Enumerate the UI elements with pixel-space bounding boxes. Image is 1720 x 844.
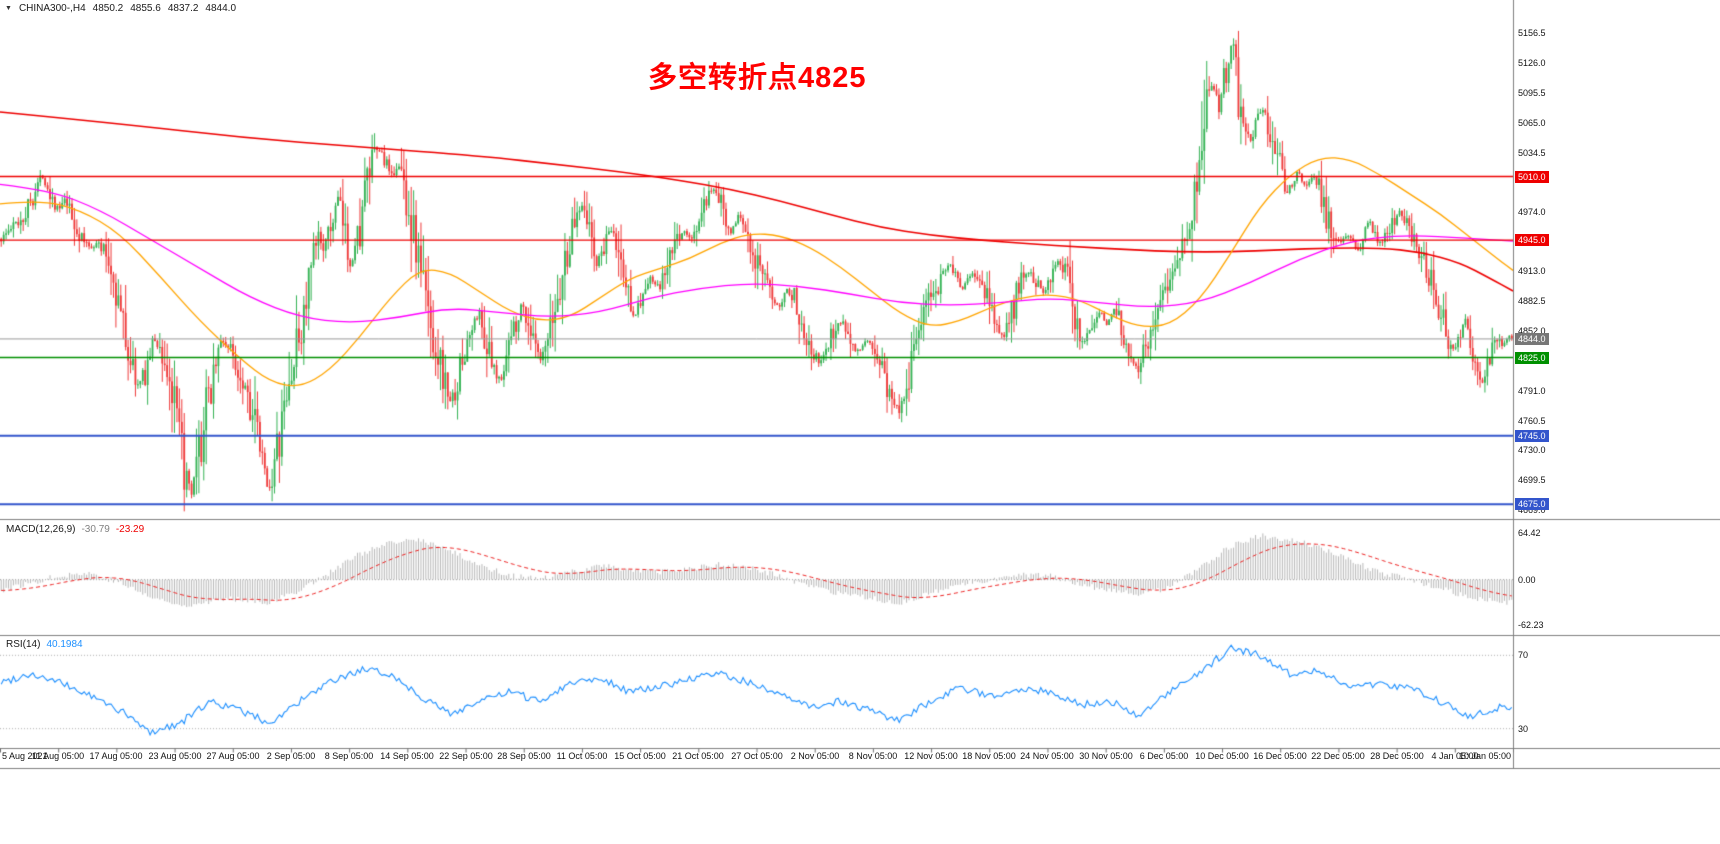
price-axis-tick: 4791.0 bbox=[1518, 385, 1546, 396]
ohlc-close-value: 4844.0 bbox=[205, 3, 237, 14]
time-axis-label: 23 Aug 05:00 bbox=[148, 751, 202, 761]
rsi-value: 40.1984 bbox=[46, 639, 83, 650]
macd-axis-tick: 0.00 bbox=[1518, 574, 1536, 585]
macd-signal-value: -23.29 bbox=[115, 524, 145, 535]
price-axis-tick: 5126.0 bbox=[1518, 58, 1546, 68]
time-axis-label: 10 Dec 05:00 bbox=[1195, 751, 1249, 761]
time-axis-label: 11 Aug 05:00 bbox=[31, 751, 85, 761]
time-axis-label: 28 Dec 05:00 bbox=[1370, 751, 1424, 761]
time-axis-label: 14 Sep 05:00 bbox=[380, 751, 434, 761]
time-axis-label: 28 Sep 05:00 bbox=[497, 751, 551, 761]
price-axis-tick: 4730.0 bbox=[1518, 445, 1546, 456]
time-axis-label: 11 Oct 05:00 bbox=[556, 751, 608, 761]
time-axis-label: 30 Nov 05:00 bbox=[1079, 751, 1133, 761]
time-axis-label: 17 Aug 05:00 bbox=[89, 751, 143, 761]
chart-annotation-text[interactable]: 多空转折点4825 bbox=[648, 62, 867, 94]
time-axis-label: 27 Aug 05:00 bbox=[206, 751, 260, 761]
price-axis-tick: 4760.5 bbox=[1518, 415, 1546, 426]
macd-title: MACD(12,26,9) bbox=[6, 524, 76, 535]
macd-axis-tick: -62.23 bbox=[1518, 619, 1544, 630]
time-axis-label: 22 Dec 05:00 bbox=[1311, 751, 1365, 761]
macd-indicator-label: MACD(12,26,9) -30.79 -23.29 bbox=[6, 524, 144, 535]
price-axis-tick: 4699.5 bbox=[1518, 475, 1546, 486]
symbol-period-label: CHINA300-,H4 bbox=[18, 3, 86, 14]
time-axis-label: 27 Oct 05:00 bbox=[731, 751, 783, 761]
price-axis-tick: 4852.0 bbox=[1518, 326, 1546, 337]
time-axis-label: 15 Oct 05:00 bbox=[614, 751, 666, 761]
symbol-dropdown-icon[interactable]: ▼ bbox=[5, 4, 12, 12]
price-level-badge: 4844.0 bbox=[1515, 332, 1549, 345]
time-axis-label: 22 Sep 05:00 bbox=[439, 751, 493, 761]
time-axis-label: 8 Sep 05:00 bbox=[324, 751, 374, 761]
ohlc-low-value: 4837.2 bbox=[167, 3, 199, 14]
time-axis-label: 21 Oct 05:00 bbox=[672, 751, 724, 761]
time-axis-label: 6 Dec 05:00 bbox=[1139, 751, 1189, 761]
chart-header: ▼ CHINA300-,H4 4850.2 4855.6 4837.2 4844… bbox=[5, 3, 236, 14]
time-axis-label: 2 Sep 05:00 bbox=[266, 751, 316, 761]
macd-main-value: -30.79 bbox=[81, 524, 110, 535]
rsi-axis-tick: 70 bbox=[1518, 650, 1529, 661]
time-axis-label: 18 Nov 05:00 bbox=[962, 751, 1016, 761]
price-axis-tick: 5095.5 bbox=[1518, 87, 1546, 98]
macd-axis-tick: 64.42 bbox=[1518, 528, 1541, 539]
rsi-title: RSI(14) bbox=[6, 639, 41, 650]
price-level-badge: 4945.0 bbox=[1515, 234, 1549, 247]
ohlc-open-value: 4850.2 bbox=[92, 3, 124, 14]
price-axis-tick: 4882.5 bbox=[1518, 296, 1546, 307]
time-axis-label: 5 Aug 2021 bbox=[2, 751, 48, 761]
price-level-badge: 4825.0 bbox=[1515, 351, 1549, 364]
price-level-badge: 4745.0 bbox=[1515, 429, 1549, 442]
ohlc-high-value: 4855.6 bbox=[130, 3, 161, 14]
price-axis-tick: 5065.0 bbox=[1518, 117, 1546, 128]
time-axis-label: 24 Nov 05:00 bbox=[1020, 751, 1074, 761]
time-axis-label: 16 Dec 05:00 bbox=[1253, 751, 1307, 761]
price-axis-tick: 5156.5 bbox=[1518, 28, 1546, 39]
time-axis-label: 12 Nov 05:00 bbox=[904, 751, 958, 761]
time-axis-label: 4 Jan 05:00 bbox=[1431, 751, 1479, 761]
time-axis-label: 2 Nov 05:00 bbox=[790, 751, 840, 761]
price-level-badge: 5010.0 bbox=[1515, 170, 1549, 183]
price-axis-tick: 4913.0 bbox=[1518, 266, 1546, 277]
rsi-indicator-label: RSI(14) 40.1984 bbox=[6, 639, 83, 650]
price-level-badge: 4675.0 bbox=[1515, 498, 1549, 511]
price-axis-tick: 5034.5 bbox=[1518, 147, 1546, 158]
time-axis-label: 8 Nov 05:00 bbox=[848, 751, 898, 761]
rsi-axis-tick: 30 bbox=[1518, 723, 1529, 734]
price-axis-tick: 4974.0 bbox=[1518, 206, 1546, 217]
time-axis-label: 10 Jan 05:00 bbox=[1458, 751, 1511, 761]
